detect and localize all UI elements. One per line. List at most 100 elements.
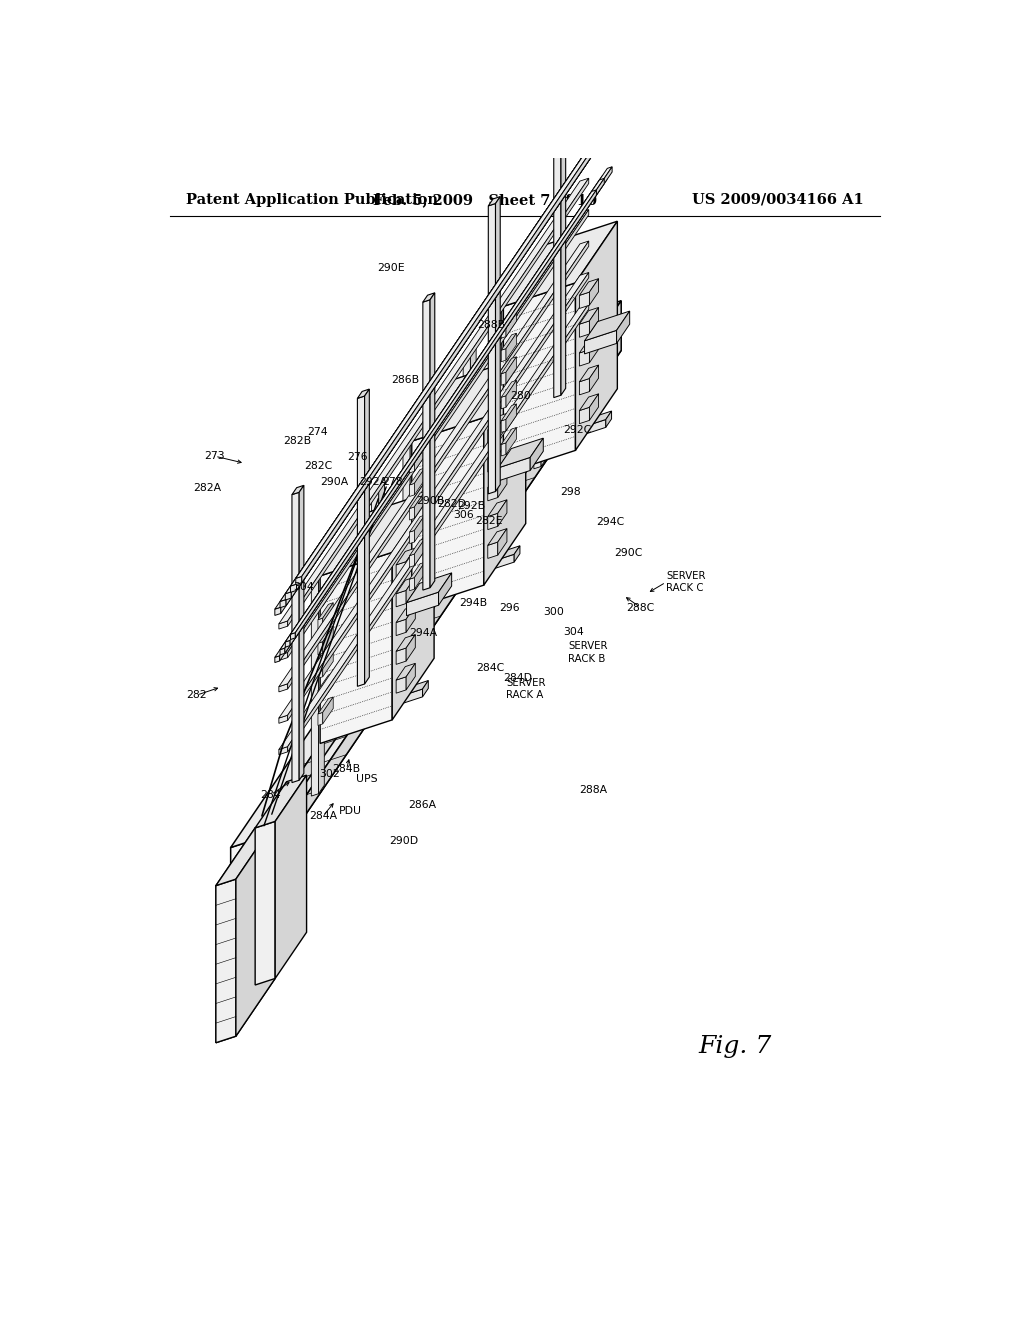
Polygon shape [419, 631, 423, 644]
Polygon shape [501, 428, 516, 445]
Polygon shape [323, 603, 333, 630]
Polygon shape [488, 197, 500, 206]
Polygon shape [498, 442, 507, 469]
Polygon shape [423, 293, 435, 302]
Polygon shape [412, 356, 525, 441]
Polygon shape [590, 308, 599, 334]
Polygon shape [396, 577, 416, 594]
Polygon shape [323, 579, 333, 606]
Polygon shape [410, 445, 425, 462]
Polygon shape [498, 413, 507, 440]
Polygon shape [487, 484, 498, 500]
Polygon shape [291, 583, 297, 593]
Text: 282B: 282B [284, 436, 311, 446]
Polygon shape [561, 100, 565, 395]
Polygon shape [590, 393, 599, 420]
Polygon shape [585, 312, 630, 341]
Polygon shape [407, 606, 416, 632]
Polygon shape [230, 350, 622, 898]
Polygon shape [216, 978, 275, 1043]
Text: US 2009/0034166 A1: US 2009/0034166 A1 [692, 193, 863, 207]
Text: 282E: 282E [475, 516, 503, 527]
Text: SERVER
RACK A: SERVER RACK A [506, 677, 546, 700]
Polygon shape [534, 249, 541, 469]
Polygon shape [496, 197, 500, 491]
Polygon shape [495, 308, 502, 527]
Polygon shape [410, 469, 425, 484]
Polygon shape [291, 190, 596, 634]
Text: Patent Application Publication: Patent Application Publication [186, 193, 438, 207]
Polygon shape [230, 871, 255, 898]
Polygon shape [506, 333, 516, 360]
Polygon shape [372, 479, 384, 490]
Polygon shape [470, 345, 476, 570]
Polygon shape [410, 491, 425, 508]
Polygon shape [410, 483, 415, 496]
Polygon shape [410, 539, 425, 556]
Polygon shape [594, 388, 598, 403]
Polygon shape [409, 511, 505, 549]
Polygon shape [501, 333, 516, 350]
Polygon shape [487, 413, 507, 430]
Polygon shape [274, 125, 608, 609]
Polygon shape [580, 292, 590, 309]
Polygon shape [415, 469, 425, 495]
Text: 292A: 292A [359, 477, 387, 487]
Polygon shape [415, 539, 425, 565]
Polygon shape [407, 573, 452, 603]
Text: 300: 300 [544, 607, 564, 616]
Polygon shape [415, 562, 425, 589]
Polygon shape [280, 174, 607, 661]
Text: 306: 306 [453, 510, 474, 520]
Polygon shape [279, 620, 288, 630]
Text: 290E: 290E [377, 263, 404, 273]
Polygon shape [410, 562, 425, 579]
Polygon shape [323, 647, 423, 685]
Text: 304: 304 [294, 582, 314, 593]
Polygon shape [501, 444, 506, 455]
Polygon shape [279, 272, 589, 718]
Text: SERVER
RACK C: SERVER RACK C [666, 572, 706, 594]
Polygon shape [504, 222, 617, 306]
Text: PDU: PDU [339, 807, 362, 816]
Polygon shape [514, 545, 520, 562]
Polygon shape [504, 282, 575, 474]
Polygon shape [590, 337, 599, 363]
Text: 290A: 290A [319, 477, 348, 487]
Polygon shape [323, 649, 333, 677]
Polygon shape [501, 348, 506, 362]
Polygon shape [317, 697, 333, 714]
Polygon shape [463, 345, 476, 355]
Polygon shape [323, 631, 423, 669]
Polygon shape [410, 554, 415, 568]
Polygon shape [279, 747, 288, 755]
Text: 274: 274 [307, 426, 328, 437]
Polygon shape [438, 573, 452, 606]
Polygon shape [230, 301, 622, 847]
Polygon shape [506, 380, 516, 408]
Text: 284C: 284C [476, 663, 504, 673]
Text: 294C: 294C [596, 517, 624, 527]
Polygon shape [409, 519, 510, 557]
Polygon shape [288, 304, 589, 752]
Polygon shape [297, 121, 610, 590]
Text: Feb. 5, 2009   Sheet 7 of 10: Feb. 5, 2009 Sheet 7 of 10 [373, 193, 597, 207]
Polygon shape [498, 471, 507, 498]
Polygon shape [311, 568, 325, 578]
Text: 288A: 288A [580, 784, 607, 795]
Polygon shape [495, 298, 508, 309]
Polygon shape [415, 491, 425, 519]
Polygon shape [280, 599, 286, 607]
Polygon shape [216, 821, 275, 886]
Polygon shape [230, 341, 597, 898]
Polygon shape [396, 619, 407, 635]
Polygon shape [357, 396, 365, 686]
Polygon shape [506, 310, 516, 337]
Text: 284A: 284A [309, 810, 337, 821]
Polygon shape [487, 528, 507, 545]
Text: 286B: 286B [391, 375, 419, 385]
Polygon shape [488, 203, 496, 494]
Polygon shape [580, 379, 590, 395]
Polygon shape [255, 333, 622, 890]
Text: 290C: 290C [614, 548, 642, 558]
